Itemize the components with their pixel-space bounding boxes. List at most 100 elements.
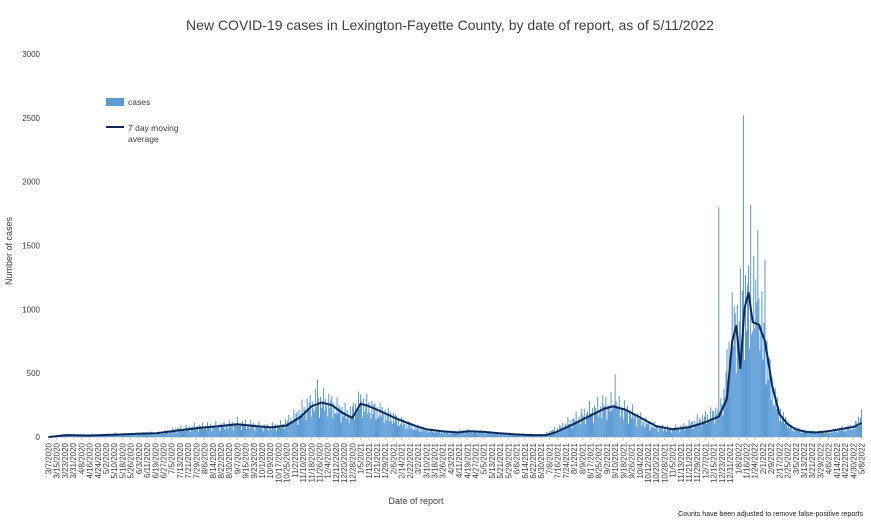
case-bar [324,410,326,437]
case-bar [300,413,302,437]
case-bar [511,434,513,437]
case-bar [845,431,847,437]
case-bar [513,435,515,437]
case-bar [635,415,637,437]
x-tick-label: 5/13/2021 [488,442,497,478]
case-bar [799,430,801,437]
case-bar [534,435,536,437]
case-bar [528,435,530,437]
y-tick-label: 2000 [22,178,40,187]
case-bar [769,359,771,437]
case-bar [851,429,853,437]
case-bar [180,425,182,437]
y-tick-label: 3000 [22,50,40,59]
case-bar [806,430,808,437]
case-bar [677,427,679,437]
case-bar [766,339,768,437]
case-bar [204,427,206,437]
case-bar [272,427,274,437]
case-bar [609,412,611,437]
case-bar [436,429,438,437]
case-bar [155,432,157,437]
case-bar [76,435,78,437]
case-bar [187,428,189,437]
case-bar [452,430,454,437]
case-bar [808,433,810,437]
case-bar [850,429,852,437]
case-bar [266,423,268,437]
case-bar [817,430,819,437]
case-bar [356,411,358,437]
case-bar [233,423,235,437]
case-bar [681,428,683,437]
case-bar [623,400,625,437]
x-tick-label: 4/22/2022 [841,442,850,478]
case-bar [417,427,419,437]
case-bar [761,291,763,437]
case-bar [838,430,840,437]
case-bar [469,433,471,437]
case-bar [832,432,834,437]
case-bar [375,420,377,437]
case-bar [857,416,859,437]
case-bar [224,429,226,437]
case-bar [247,424,249,437]
case-bar [320,396,322,437]
case-bar [252,424,254,437]
case-bar [451,431,453,437]
case-bar [607,405,609,437]
case-bar [289,426,291,437]
case-bar [383,423,385,437]
case-bar [653,421,655,437]
case-bar [454,430,456,437]
case-bar [372,414,374,437]
case-bar [676,429,678,437]
case-bar [211,431,213,437]
case-bar [725,372,727,437]
case-bar [203,429,205,437]
case-bar [690,422,692,437]
case-bar [151,433,153,437]
case-bar [201,422,203,437]
case-bar [437,432,439,437]
case-bar [260,426,262,437]
case-bar [646,424,648,437]
case-bar [481,430,483,437]
case-bar [505,433,507,437]
case-bar [275,431,277,437]
case-bar [619,417,621,437]
case-bar [612,407,614,437]
case-bar [728,341,730,437]
case-bar [403,419,405,437]
case-bar [408,423,410,437]
case-bar [783,423,786,437]
case-bar [169,431,171,437]
case-bar [485,434,487,437]
case-bar [737,346,739,437]
case-bar [126,434,128,437]
legend-label-line2: average [128,134,159,144]
case-bar [470,430,472,437]
case-bar [405,429,407,437]
case-bar [399,425,401,437]
case-bar [632,404,634,437]
case-bar [214,427,216,437]
x-tick-label: 10/1/2020 [258,442,267,478]
x-tick-label: 3/23/2020 [61,442,70,478]
case-bar [207,421,209,437]
case-bar [592,407,594,437]
case-bar [135,433,137,437]
case-bar [95,435,97,437]
case-bar [735,373,737,437]
case-bar [174,430,176,437]
case-bar [637,413,639,437]
case-bar [160,433,162,437]
case-bar [248,425,250,437]
case-bar [839,427,841,437]
case-bar [497,432,499,437]
case-bar [778,420,780,437]
case-bar [561,427,563,437]
case-bar [739,268,741,437]
case-bar [711,418,713,437]
